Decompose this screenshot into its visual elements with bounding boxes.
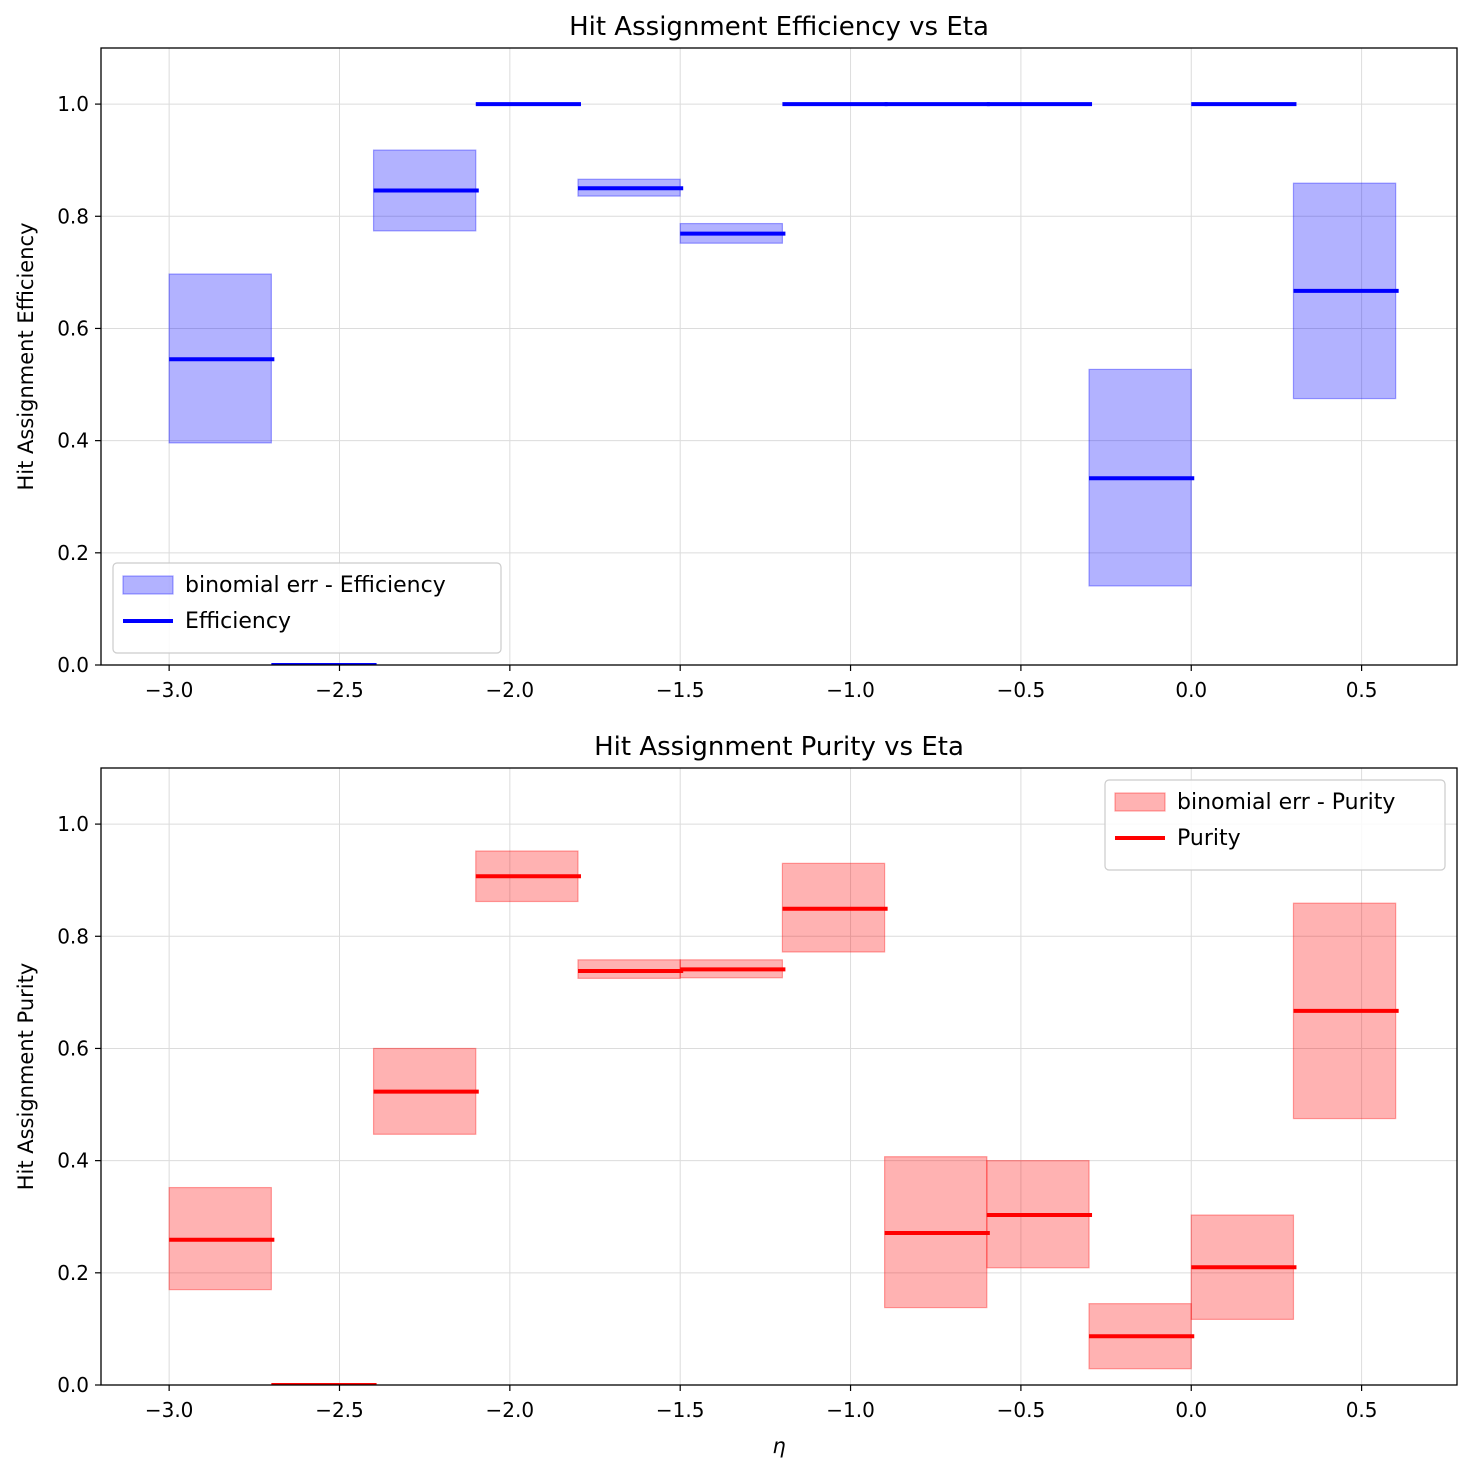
efficiency-chart: Hit Assignment Efficiency vs Eta Hit Ass… — [14, 12, 1458, 702]
y-axis-label: Hit Assignment Purity — [14, 963, 38, 1191]
plot-area: −3.0 −2.5 −2.0 −1.5 −1.0 −0.5 0.0 0.5 0.0 0.2 0.4 0… — [57, 767, 1458, 1422]
x-tick-label: 0.5 — [1346, 678, 1378, 702]
legend-band-swatch — [1114, 792, 1166, 812]
legend-band-label: binomial err - Purity — [1177, 790, 1395, 815]
chart-title: Hit Assignment Efficiency vs Eta — [569, 12, 989, 42]
series-marks — [168, 102, 1399, 665]
y-tick-label: 0.6 — [57, 316, 89, 340]
x-tick-label: −1.5 — [656, 678, 705, 702]
y-tick-label: 0.0 — [57, 653, 89, 677]
plot-area: −3.0 −2.5 −2.0 −1.5 −1.0 −0.5 0.0 0.5 0.0 0.2 0.4 0… — [57, 47, 1458, 702]
x-tick-label: 0.0 — [1175, 678, 1207, 702]
legend-band-swatch — [122, 575, 174, 595]
x-tick-label: −0.5 — [997, 1398, 1046, 1422]
chart-title: Hit Assignment Purity vs Eta — [594, 732, 964, 762]
legend-frame — [1104, 779, 1446, 871]
legend: binomial err - Efficiency Efficiency — [112, 562, 502, 654]
y-tick-label: 0.2 — [57, 1261, 89, 1285]
y-tick-label: 0.6 — [57, 1036, 89, 1060]
x-tick-label: −2.0 — [486, 1398, 535, 1422]
y-tick-label: 0.2 — [57, 541, 89, 565]
x-tick-label: −2.0 — [486, 678, 535, 702]
x-tick-label: −1.0 — [826, 1398, 875, 1422]
y-tick-label: 1.0 — [57, 92, 89, 116]
y-tick-label: 0.8 — [57, 924, 89, 948]
y-tick-label: 0.8 — [57, 204, 89, 228]
x-tick-label: −3.0 — [145, 1398, 194, 1422]
y-tick-label: 0.4 — [57, 429, 89, 453]
x-axis-label: η — [772, 1434, 785, 1458]
x-tick-label: −1.0 — [826, 678, 875, 702]
axes-frame — [100, 47, 1458, 666]
purity-chart: Hit Assignment Purity vs Eta Hit Assignm… — [14, 732, 1458, 1458]
x-tick-label: −3.0 — [145, 678, 194, 702]
legend-band-label: binomial err - Efficiency — [185, 573, 446, 598]
x-tick-label: 0.0 — [1175, 1398, 1207, 1422]
y-tick-label: 0.4 — [57, 1149, 89, 1173]
series-marks — [168, 850, 1399, 1385]
legend-series-label: Purity — [1177, 826, 1241, 851]
x-tick-label: −0.5 — [997, 678, 1046, 702]
y-tick-label: 0.0 — [57, 1373, 89, 1397]
x-tick-label: −2.5 — [315, 1398, 364, 1422]
y-tick-label: 1.0 — [57, 812, 89, 836]
legend: binomial err - Purity Purity — [1104, 779, 1446, 871]
axes-frame — [100, 767, 1458, 1386]
y-axis-label: Hit Assignment Efficiency — [14, 222, 38, 490]
x-tick-label: −2.5 — [315, 678, 364, 702]
x-tick-label: 0.5 — [1346, 1398, 1378, 1422]
legend-frame — [112, 562, 502, 654]
legend-series-label: Efficiency — [185, 609, 291, 634]
x-tick-label: −1.5 — [656, 1398, 705, 1422]
